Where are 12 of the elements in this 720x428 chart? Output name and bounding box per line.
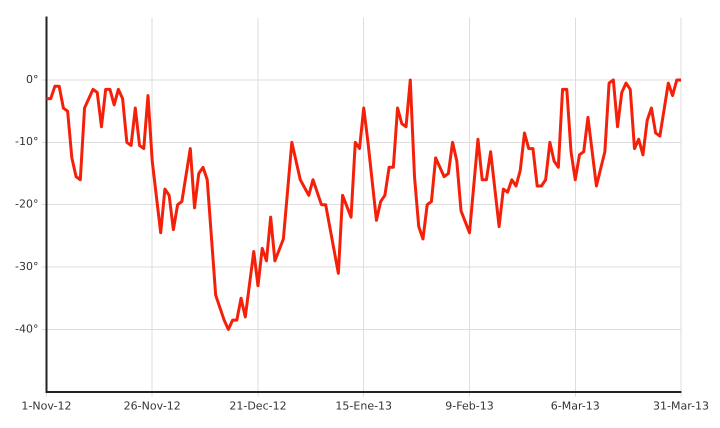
x-tick-label: 15-Ene-13 — [335, 399, 392, 412]
x-tick-label: 21-Dec-12 — [229, 399, 287, 412]
x-tick-label: 26-Nov-12 — [124, 399, 181, 412]
y-tick-label: 0° — [26, 72, 38, 86]
x-tick-label: 6-Mar-13 — [550, 399, 600, 412]
x-tick-label: 1-Nov-12 — [21, 399, 72, 412]
x-tick-label: 31-Mar-13 — [653, 399, 709, 412]
y-tick-label: -20° — [15, 198, 38, 211]
y-tick-label: -40° — [15, 322, 38, 336]
y-tick-label: -10° — [15, 135, 38, 148]
y-tick-label: -30° — [15, 260, 38, 273]
x-tick-label: 9-Feb-13 — [445, 399, 494, 412]
